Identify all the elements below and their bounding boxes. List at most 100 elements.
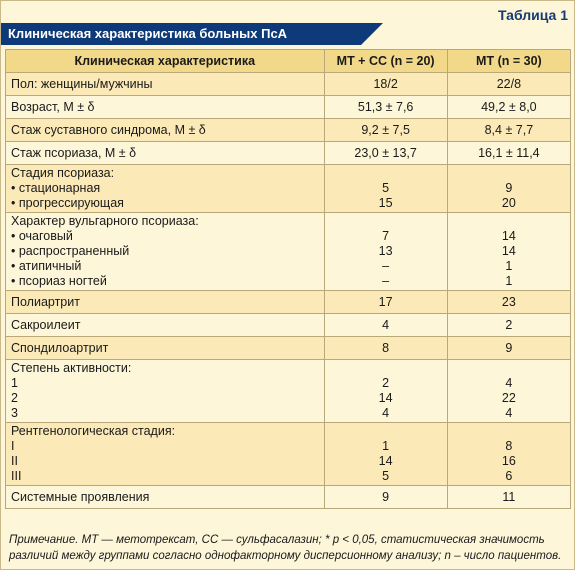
cell-line: 6 <box>505 469 513 483</box>
table-title: Клиническая характеристика больных ПсА <box>1 23 383 45</box>
cell-line: 49,2 ± 8,0 <box>481 99 537 114</box>
table-row: Полиартрит 17 23 <box>5 290 572 314</box>
cell-characteristic: Сакроилеит <box>5 313 325 337</box>
cell-line: 4 <box>382 406 390 420</box>
cell-line: Стаж суставного синдрома, M ± δ <box>11 122 206 137</box>
cell-line: 7 <box>382 229 390 243</box>
cell-mt-ss: 5 15 <box>323 164 448 213</box>
cell-line: – <box>382 274 390 288</box>
cell-mt: 4 22 4 <box>446 359 572 423</box>
cell-line: Возраст, M ± δ <box>11 99 95 114</box>
table-row: Системные проявления 9 11 <box>5 485 572 509</box>
cell-line: 13 <box>378 244 393 258</box>
cell-characteristic: Системные проявления <box>5 485 325 509</box>
cell-line: Системные проявления <box>11 489 150 504</box>
table-row: Степень активности: 1 2 3 2 14 4 4 22 4 <box>5 359 572 423</box>
cell-line <box>330 166 442 181</box>
cell-line: 9 <box>505 340 513 355</box>
cell-line: Полиартрит <box>11 294 80 309</box>
table-row: Стаж суставного синдрома, M ± δ 9,2 ± 7,5… <box>5 118 572 142</box>
cell-line: 23 <box>501 294 516 309</box>
cell-line: 11 <box>502 489 516 504</box>
cell-line: 4 <box>382 317 390 332</box>
cell-mt: 2 <box>446 313 572 337</box>
header-characteristic: Клиническая характеристика <box>5 49 325 73</box>
cell-line: • прогрессирующая <box>11 196 124 210</box>
cell-mt-ss: 2 14 4 <box>323 359 448 423</box>
cell-line: 15 <box>378 196 393 210</box>
cell-line: 8,4 ± 7,7 <box>484 122 534 137</box>
cell-line: Степень активности: <box>11 361 132 375</box>
cell-line: 9 <box>505 181 513 195</box>
table-row: Стадия псориаза: • стационарная • прогресс… <box>5 164 572 213</box>
cell-line: • очаговый <box>11 229 73 243</box>
cell-line: 14 <box>501 244 516 258</box>
cell-mt-ss: 4 <box>323 313 448 337</box>
cell-mt-ss: 7 13– – <box>323 212 448 291</box>
cell-line: • псориаз ногтей <box>11 274 107 288</box>
cell-line: 1 <box>505 259 513 273</box>
cell-line: 14 <box>378 391 393 405</box>
table-row: Возраст, M ± δ 51,3 ± 7,6 49,2 ± 8,0 <box>5 95 572 119</box>
cell-line: 8 <box>382 340 390 355</box>
cell-mt: 11 <box>446 485 572 509</box>
clinical-table: Клиническая характеристика МТ + СС (n = … <box>5 49 572 509</box>
cell-line: Спондилоартрит <box>11 340 109 355</box>
table-row: Пол: женщины/мужчины 18/2 22/8 <box>5 72 572 96</box>
cell-characteristic: Полиартрит <box>5 290 325 314</box>
cell-characteristic: Характер вульгарного псориаза: • очаговый… <box>5 212 325 291</box>
cell-line: Пол: женщины/мужчины <box>11 76 153 91</box>
cell-mt: 16,1 ± 11,4 <box>446 141 572 165</box>
cell-mt-ss: 1 14 5 <box>323 422 448 486</box>
cell-line: II <box>11 454 18 468</box>
table-header-row: Клиническая характеристика МТ + СС (n = … <box>5 49 572 73</box>
cell-line: 18/2 <box>373 76 398 91</box>
cell-line <box>330 424 442 439</box>
cell-line: 51,3 ± 7,6 <box>357 99 414 114</box>
cell-mt-ss: 8 <box>323 336 448 360</box>
cell-line: Характер вульгарного псориаза: <box>11 214 199 228</box>
cell-line: • стационарная <box>11 181 101 195</box>
cell-line: Стадия псориаза: <box>11 166 115 180</box>
cell-mt: 8 16 6 <box>446 422 572 486</box>
cell-line: 5 <box>382 469 390 483</box>
cell-mt: 49,2 ± 8,0 <box>446 95 572 119</box>
cell-mt: 9 <box>446 336 572 360</box>
cell-line: 1 <box>382 439 390 453</box>
cell-line: 16,1 ± 11,4 <box>478 145 540 160</box>
header-mt-ss: МТ + СС (n = 20) <box>323 49 448 73</box>
cell-mt-ss: 18/2 <box>323 72 448 96</box>
cell-line: 9 <box>382 489 390 504</box>
cell-line: 5 <box>382 181 390 195</box>
cell-line: 22 <box>501 391 516 405</box>
cell-line <box>330 214 442 229</box>
table-row: Характер вульгарного псориаза: • очаговый… <box>5 212 572 291</box>
cell-line: 14 <box>501 229 516 243</box>
cell-line: 23,0 ± 13,7 <box>354 145 417 160</box>
cell-line: • распространенный <box>11 244 130 258</box>
cell-mt: 9 20 <box>446 164 572 213</box>
cell-line: 1 <box>11 376 18 390</box>
cell-line: 22/8 <box>496 76 522 91</box>
cell-mt-ss: 9 <box>323 485 448 509</box>
table-row: Спондилоартрит 8 9 <box>5 336 572 360</box>
cell-line: 1 <box>505 274 513 288</box>
cell-characteristic: Пол: женщины/мужчины <box>5 72 325 96</box>
cell-mt-ss: 51,3 ± 7,6 <box>323 95 448 119</box>
cell-line: Стаж псориаза, M ± δ <box>11 145 137 160</box>
cell-line: 2 <box>11 391 18 405</box>
cell-characteristic: Стадия псориаза: • стационарная • прогресс… <box>5 164 325 213</box>
cell-mt-ss: 9,2 ± 7,5 <box>323 118 448 142</box>
cell-line <box>453 166 565 181</box>
header-mt: МТ (n = 30) <box>446 49 572 73</box>
table-row: Сакроилеит 4 2 <box>5 313 572 337</box>
cell-characteristic: Возраст, M ± δ <box>5 95 325 119</box>
cell-mt-ss: 17 <box>323 290 448 314</box>
cell-line: Сакроилеит <box>11 317 81 332</box>
cell-line: 16 <box>501 454 516 468</box>
cell-line: 8 <box>505 439 513 453</box>
table-row: Стаж псориаза, M ± δ 23,0 ± 13,7 16,1 ± 11… <box>5 141 572 165</box>
cell-line <box>330 361 442 376</box>
cell-mt: 23 <box>446 290 572 314</box>
cell-characteristic: Стаж суставного синдрома, M ± δ <box>5 118 325 142</box>
